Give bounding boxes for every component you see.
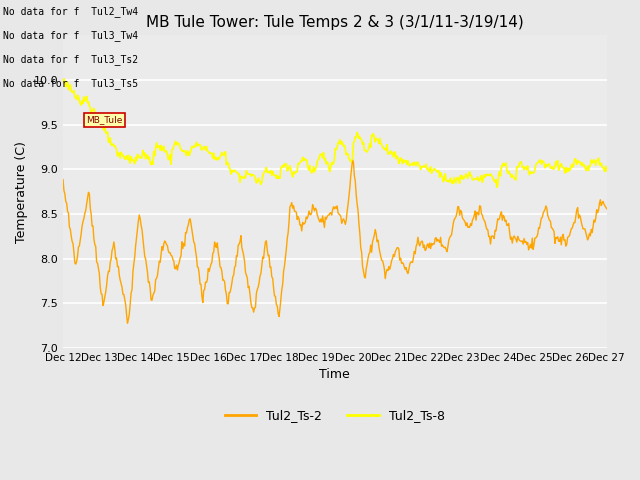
Y-axis label: Temperature (C): Temperature (C): [15, 141, 28, 242]
Text: MB_Tule: MB_Tule: [86, 115, 123, 124]
Text: No data for f  Tul3_Ts2: No data for f Tul3_Ts2: [3, 54, 138, 65]
Text: No data for f  Tul2_Tw4: No data for f Tul2_Tw4: [3, 6, 138, 17]
Legend: Tul2_Ts-2, Tul2_Ts-8: Tul2_Ts-2, Tul2_Ts-8: [220, 404, 449, 427]
Text: No data for f  Tul3_Tw4: No data for f Tul3_Tw4: [3, 30, 138, 41]
Text: No data for f  Tul3_Ts5: No data for f Tul3_Ts5: [3, 78, 138, 89]
X-axis label: Time: Time: [319, 368, 350, 381]
Title: MB Tule Tower: Tule Temps 2 & 3 (3/1/11-3/19/14): MB Tule Tower: Tule Temps 2 & 3 (3/1/11-…: [146, 15, 524, 30]
